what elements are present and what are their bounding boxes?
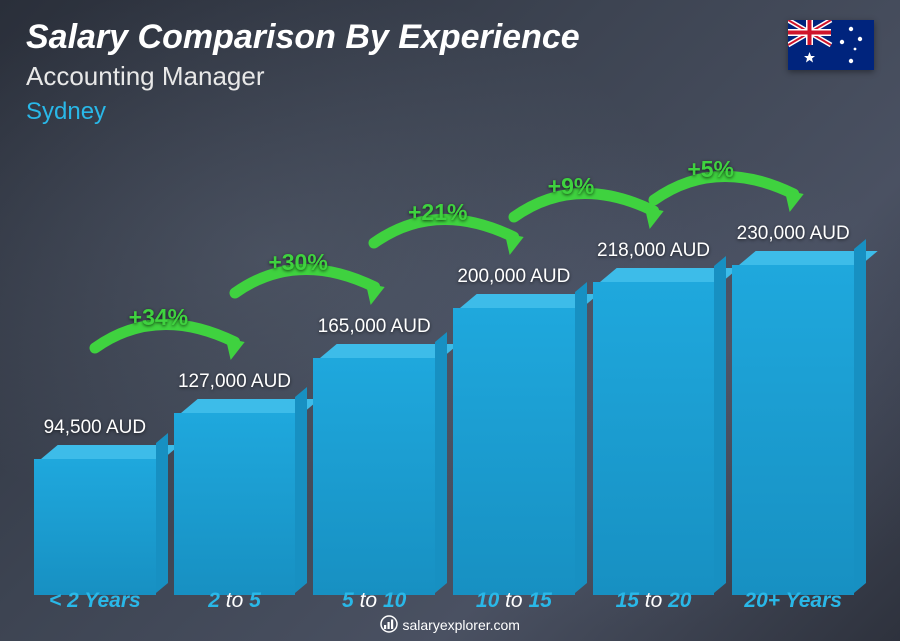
category-label: < 2 Years [34, 589, 156, 613]
delta-label: +9% [548, 173, 595, 200]
bar-front-face [34, 459, 156, 595]
bar-side-face [295, 387, 307, 593]
bar [593, 268, 715, 581]
bar [174, 399, 296, 581]
header: Salary Comparison By Experience Accounti… [26, 18, 580, 126]
bar-side-face [156, 433, 168, 593]
australia-flag-icon [788, 20, 874, 70]
bar-value-label: 218,000 AUD [597, 240, 710, 262]
bar-value-label: 200,000 AUD [457, 266, 570, 288]
bar [453, 294, 575, 581]
bar-front-face [174, 413, 296, 595]
bar-value-label: 165,000 AUD [318, 316, 431, 338]
delta-label: +30% [268, 249, 327, 276]
bar-group: 165,000 AUD [313, 316, 435, 581]
bar-side-face [575, 282, 587, 593]
bar-front-face [593, 282, 715, 595]
bar [34, 445, 156, 581]
delta-label: +21% [408, 199, 467, 226]
bar-value-label: 94,500 AUD [44, 417, 146, 439]
bar-side-face [854, 239, 866, 593]
bar-group: 218,000 AUD [593, 240, 715, 581]
category-label: 2 to 5 [174, 589, 296, 613]
category-label: 15 to 20 [593, 589, 715, 613]
footer-text: salaryexplorer.com [402, 617, 520, 633]
bar-group: 127,000 AUD [174, 371, 296, 581]
category-label: 5 to 10 [313, 589, 435, 613]
category-label: 10 to 15 [453, 589, 575, 613]
chart-title: Salary Comparison By Experience [26, 18, 580, 57]
chart-subtitle: Accounting Manager [26, 61, 580, 92]
bar [732, 251, 854, 581]
category-label: 20+ Years [732, 589, 854, 613]
bar-group: 230,000 AUD [732, 223, 854, 581]
bar [313, 344, 435, 581]
delta-label: +34% [129, 304, 188, 331]
bar-front-face [313, 358, 435, 595]
bar-side-face [714, 256, 726, 593]
bar-value-label: 127,000 AUD [178, 371, 291, 393]
bar-group: 94,500 AUD [34, 417, 156, 581]
bar-front-face [453, 308, 575, 595]
logo-icon [380, 615, 398, 633]
category-axis: < 2 Years 2 to 5 5 to 10 10 to 15 15 to 20 20… [34, 589, 854, 613]
bar-side-face [435, 332, 447, 593]
delta-label: +5% [687, 156, 734, 183]
bar-value-label: 230,000 AUD [737, 223, 850, 245]
footer-branding: salaryexplorer.com [0, 615, 900, 635]
bar-group: 200,000 AUD [453, 266, 575, 581]
bar-front-face [732, 265, 854, 595]
